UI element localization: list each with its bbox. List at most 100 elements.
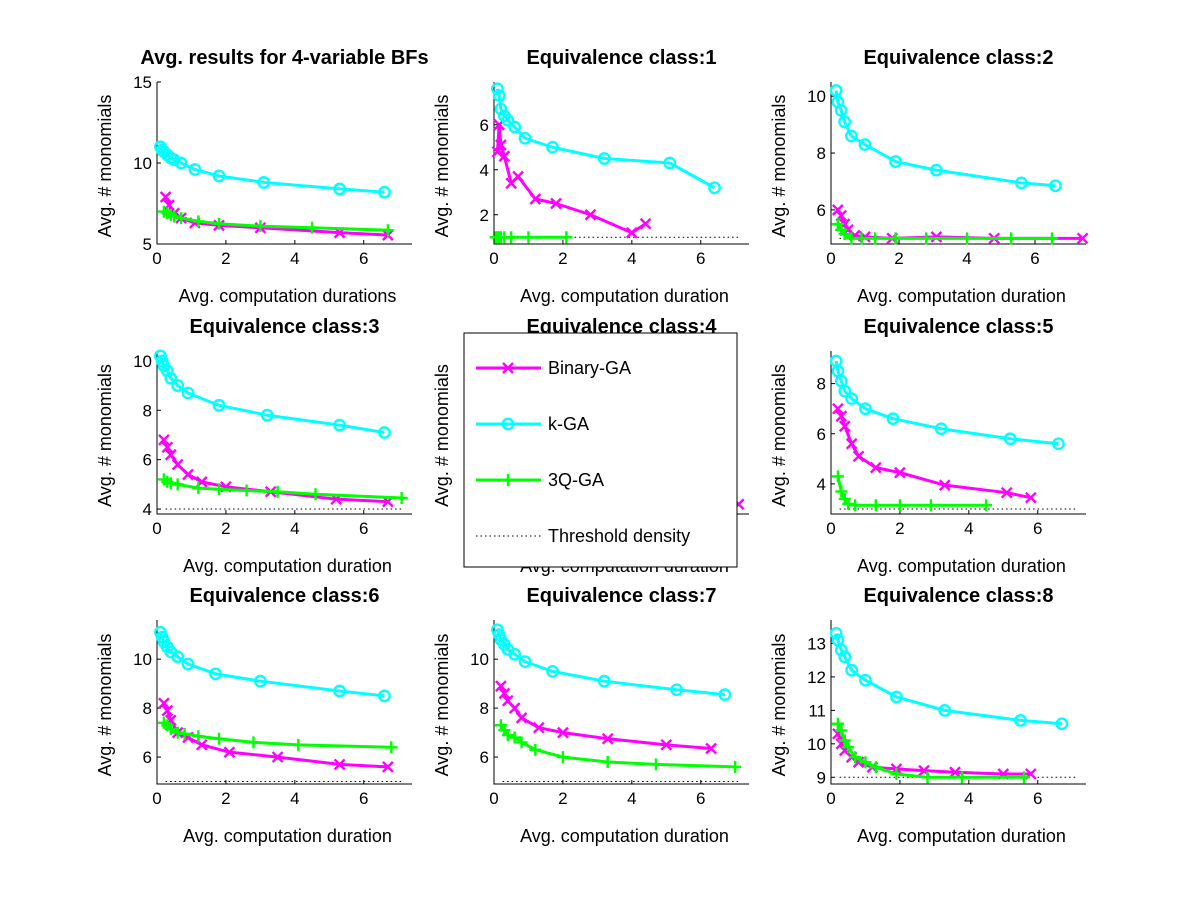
- y-tick-label: 4: [817, 475, 826, 494]
- y-tick-label: 6: [143, 451, 152, 470]
- data-point-binary-ga: [161, 704, 174, 717]
- data-point-k-ga: [1014, 714, 1027, 727]
- x-axis-label: Avg. computation duration: [857, 826, 1066, 846]
- data-point-k-ga: [212, 169, 226, 183]
- data-point-binary-ga: [508, 702, 521, 714]
- y-tick-label: 8: [817, 375, 826, 394]
- data-point-3q-ga: [395, 491, 408, 504]
- data-point-3q-ga: [859, 756, 872, 769]
- panel-3: 0 2 4 6 6 8 10 Equivalence class:2 Avg. computat…: [769, 47, 1089, 306]
- data-point-binary-ga: [660, 738, 673, 751]
- series-line-k-ga: [159, 146, 385, 194]
- data-point-k-ga: [518, 131, 532, 145]
- data-point-k-ga: [838, 650, 852, 664]
- data-point-k-ga: [167, 153, 181, 167]
- data-point-binary-ga: [1076, 232, 1089, 245]
- series-k-ga: [829, 626, 1069, 731]
- data-point-k-ga: [834, 643, 848, 657]
- data-point-3q-ga: [842, 741, 855, 754]
- data-point-3q-ga: [729, 760, 742, 773]
- x-tick-label: 6: [359, 789, 368, 808]
- data-point-binary-ga: [869, 461, 882, 474]
- data-point-3q-ga: [515, 736, 528, 749]
- data-point-k-ga: [333, 182, 347, 196]
- series-3q-ga: [494, 719, 742, 773]
- axes-frame: [830, 620, 1086, 785]
- axes-frame: [156, 351, 412, 515]
- series-k-ga: [491, 623, 732, 702]
- y-axis-label: Avg. # monomials: [95, 364, 115, 507]
- data-point-k-ga: [491, 82, 504, 96]
- panel-2: 0 2 4 6 2 4 6 Equivalence class:1 Avg. computati…: [432, 47, 749, 306]
- data-point-binary-ga: [495, 139, 507, 151]
- y-tick-label: 4: [143, 500, 152, 519]
- data-point-3q-ga: [522, 231, 535, 244]
- legend-entry-threshold-density: Threshold density: [476, 526, 690, 546]
- data-point-k-ga: [834, 104, 848, 117]
- x-tick-label: 2: [558, 249, 567, 268]
- x-tick-label: 6: [1030, 249, 1039, 268]
- series-3q-ga: [157, 716, 398, 754]
- data-point-k-ga: [718, 688, 732, 702]
- data-point-3q-ga: [192, 215, 205, 228]
- panel-title: Equivalence class:5: [863, 316, 1053, 338]
- y-tick-label: 9: [817, 768, 826, 787]
- data-point-k-ga: [209, 667, 222, 681]
- data-point-3q-ga: [254, 220, 267, 233]
- data-point-k-ga: [333, 684, 347, 698]
- data-point-3q-ga: [1017, 771, 1030, 784]
- series-3q-ga: [831, 717, 1030, 784]
- series-line-3q-ga: [163, 721, 392, 749]
- data-point-binary-ga: [164, 448, 177, 461]
- data-point-binary-ga: [158, 697, 170, 710]
- data-point-binary-ga: [498, 150, 511, 163]
- panel-8: 0 2 4 6 6 8 10 Equivalence class:7 Avg. computat…: [432, 585, 749, 846]
- series-line-k-ga: [159, 355, 385, 434]
- panel-title: Equivalence class:8: [863, 585, 1053, 607]
- y-tick-label: 10: [133, 650, 152, 669]
- y-tick-label: 6: [480, 116, 489, 135]
- series-3q-ga: [157, 205, 394, 237]
- data-point-3q-ga: [292, 738, 305, 751]
- series-line-k-ga: [834, 90, 1056, 188]
- panel-title: Equivalence class:2: [863, 47, 1053, 69]
- x-axis-label: Avg. computation duration: [857, 556, 1066, 576]
- data-point-binary-ga: [498, 687, 511, 700]
- x-tick-label: 0: [489, 249, 498, 268]
- data-point-3q-ga: [164, 722, 177, 735]
- data-point-3q-ga: [855, 232, 868, 245]
- series-line-3q-ga: [836, 723, 1024, 779]
- y-tick-label: 13: [807, 634, 826, 653]
- data-point-k-ga: [1055, 717, 1069, 731]
- data-point-binary-ga: [515, 712, 528, 724]
- x-tick-label: 0: [826, 519, 835, 538]
- data-point-3q-ga: [835, 724, 848, 737]
- x-tick-label: 2: [895, 789, 904, 808]
- panel-1: 0 2 4 6 5 10 15 Avg. results for 4-variable BFs…: [95, 47, 429, 306]
- x-tick-label: 2: [221, 519, 230, 538]
- data-point-3q-ga: [508, 731, 521, 744]
- y-tick-label: 11: [808, 701, 826, 720]
- axes-frame: [493, 620, 749, 785]
- data-point-3q-ga: [961, 232, 973, 245]
- data-point-3q-ga: [921, 771, 934, 784]
- x-tick-label: 6: [1033, 519, 1042, 538]
- x-axis-label: Avg. computation duration: [520, 826, 729, 846]
- data-point-3q-ga: [213, 732, 226, 745]
- data-point-k-ga: [845, 663, 859, 677]
- legend-marker: [502, 474, 514, 486]
- x-tick-label: 6: [696, 249, 705, 268]
- y-axis-label: Avg. # monomials: [432, 634, 452, 777]
- data-point-k-ga: [930, 163, 943, 177]
- y-axis-label: Avg. # monomials: [769, 634, 789, 777]
- series-binary-ga: [159, 191, 394, 241]
- y-tick-label: 5: [143, 235, 152, 254]
- series-binary-ga: [158, 697, 394, 773]
- data-point-k-ga: [670, 683, 684, 697]
- data-point-binary-ga: [938, 479, 951, 492]
- data-point-binary-ga: [550, 197, 562, 210]
- data-point-k-ga: [212, 398, 226, 412]
- y-tick-label: 10: [133, 352, 152, 371]
- data-point-k-ga: [663, 156, 677, 170]
